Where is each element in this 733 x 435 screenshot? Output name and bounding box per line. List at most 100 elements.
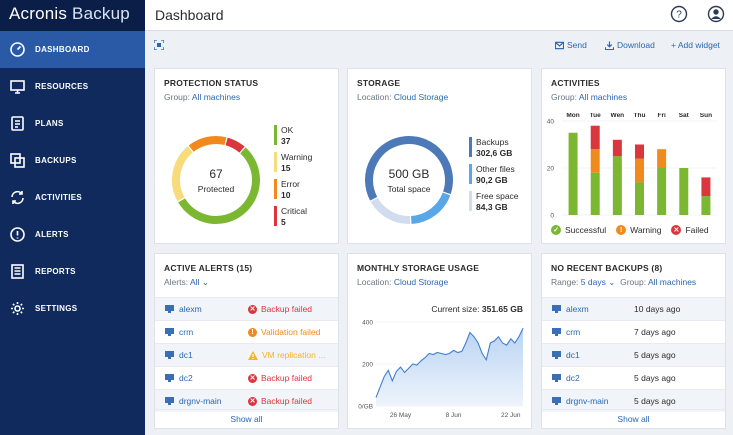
bar-successful[interactable] (679, 168, 689, 215)
range-value[interactable]: 5 days (580, 277, 606, 287)
bar-successful[interactable] (590, 172, 600, 215)
machine-name[interactable]: dc2 (566, 373, 580, 383)
donut-segment[interactable] (178, 147, 260, 224)
bar-failed[interactable] (635, 144, 644, 159)
bar-successful[interactable] (635, 182, 644, 215)
machine-name[interactable]: dc1 (566, 350, 580, 360)
donut-segment[interactable] (370, 197, 411, 224)
alert-row[interactable]: crm ! Validation failed (155, 320, 338, 343)
machine-name[interactable]: alexm (179, 304, 202, 314)
gauge-icon (8, 41, 26, 59)
show-all-link[interactable]: Show all (542, 409, 725, 428)
alert-row[interactable]: alexm ✕ Backup failed (155, 297, 338, 320)
x-tick-label: 26 May (390, 412, 412, 419)
group-filter[interactable]: Group: All machines (551, 92, 628, 102)
backup-row[interactable]: alexm 10 days ago (542, 297, 725, 320)
sidebar-item-reports[interactable]: REPORTS (0, 253, 145, 290)
alert-status-text: Validation failed (261, 327, 321, 337)
machine-name[interactable]: dc1 (179, 350, 193, 360)
x-tick-label: Wen (611, 113, 625, 119)
sidebar-item-backups[interactable]: BACKUPS (0, 142, 145, 179)
total-space-value: 500 GB (388, 167, 430, 181)
last-backup-age: 5 days ago (634, 350, 676, 360)
show-all-link[interactable]: Show all (155, 409, 338, 428)
download-label: Download (617, 40, 655, 50)
donut-segment[interactable] (410, 192, 451, 224)
donut-segment[interactable] (188, 136, 227, 152)
alerts-filter[interactable]: Alerts: All ⌄ (164, 277, 209, 287)
legend-value: 37 (281, 135, 291, 146)
y-tick-label: 0/GB (358, 404, 373, 411)
donut-segment[interactable] (365, 136, 453, 201)
location-value[interactable]: Cloud Storage (393, 277, 449, 287)
legend-label: Successful (565, 225, 607, 235)
bar-warning[interactable] (635, 158, 644, 183)
machine-name[interactable]: dc2 (179, 373, 193, 383)
donut-segment[interactable] (172, 146, 193, 202)
legend-label: Failed (685, 225, 709, 235)
widget-title: PROTECTION STATUS (164, 78, 259, 88)
last-backup-age: 5 days ago (634, 396, 676, 406)
machine-name[interactable]: drgnv-main (179, 396, 222, 406)
x-tick-label: 22 Jun (501, 412, 521, 419)
sidebar-item-alerts[interactable]: ALERTS (0, 216, 145, 253)
storage-donut-chart (365, 136, 453, 224)
bar-warning[interactable] (590, 149, 600, 173)
alert-row[interactable]: drgnv-main ✕ Backup failed (155, 389, 338, 412)
legend-label: Other files (476, 164, 515, 174)
backup-row[interactable]: crm 7 days ago (542, 320, 725, 343)
widget-title: MONTHLY STORAGE USAGE (357, 263, 480, 273)
location-value[interactable]: Cloud Storage (393, 92, 449, 102)
bar-failed[interactable] (590, 125, 600, 150)
location-filter[interactable]: Location: Cloud Storage (357, 92, 449, 102)
sidebar-item-resources[interactable]: RESOURCES (0, 68, 145, 105)
group-filter[interactable]: Group: All machines (164, 92, 241, 102)
sidebar-item-plans[interactable]: PLANS (0, 105, 145, 142)
y-tick-label: 20 (547, 166, 555, 173)
fullscreen-icon[interactable] (154, 40, 164, 50)
donut-segment[interactable] (225, 137, 245, 153)
bar-successful[interactable] (701, 196, 711, 215)
bar-failed[interactable] (612, 139, 622, 157)
acronis-logo[interactable]: Acronis Backup (0, 0, 145, 31)
backup-row[interactable]: drgnv-main 5 days ago (542, 389, 725, 412)
legend-item: Other files 90,2 GB (469, 164, 519, 185)
backup-row[interactable]: dc1 5 days ago (542, 343, 725, 366)
group-value[interactable]: All machines (578, 92, 628, 102)
gear-icon (8, 300, 26, 318)
sidebar-item-activities[interactable]: ACTIVITIES (0, 179, 145, 216)
help-icon[interactable]: ? (670, 5, 688, 23)
group-value[interactable]: All machines (647, 277, 697, 287)
user-icon[interactable] (707, 5, 725, 23)
machine-name[interactable]: drgnv-main (566, 396, 609, 406)
plans-icon (8, 115, 26, 133)
alert-status: ! Validation failed (248, 327, 320, 337)
backup-row[interactable]: dc2 5 days ago (542, 366, 725, 389)
chevron-down-icon[interactable]: ⌄ (608, 277, 616, 287)
bar-successful[interactable] (657, 168, 667, 215)
sidebar-item-label: DASHBOARD (35, 45, 90, 54)
machine-name[interactable]: crm (179, 327, 194, 337)
bar-successful[interactable] (612, 156, 622, 215)
monthly-storage-area-chart: 0/GB 200 400 26 May 8 Jun 22 Jun (358, 320, 524, 419)
area-line[interactable] (375, 328, 524, 398)
sidebar-item-dashboard[interactable]: DASHBOARD (0, 31, 145, 68)
legend-value: 90,2 GB (476, 174, 508, 185)
alert-status-text: Backup failed (261, 304, 313, 314)
sidebar-item-settings[interactable]: SETTINGS (0, 290, 145, 327)
machine-name[interactable]: alexm (566, 304, 589, 314)
current-size-value: 351.65 GB (481, 304, 523, 314)
group-value[interactable]: All machines (191, 92, 241, 102)
send-button[interactable]: Send (555, 40, 587, 50)
location-filter[interactable]: Location: Cloud Storage (357, 277, 449, 287)
add-widget-button[interactable]: + Add widget (671, 40, 720, 50)
download-button[interactable]: Download (605, 40, 655, 50)
alert-row[interactable]: dc2 ✕ Backup failed (155, 366, 338, 389)
alerts-filter-value[interactable]: All (190, 277, 200, 287)
bar-failed[interactable] (701, 177, 711, 197)
alert-row[interactable]: dc1 VM replication ... (155, 343, 338, 366)
sidebar-item-label: SETTINGS (35, 304, 78, 313)
bar-warning[interactable] (657, 149, 667, 168)
bar-successful[interactable] (568, 132, 578, 215)
machine-name[interactable]: crm (566, 327, 581, 337)
